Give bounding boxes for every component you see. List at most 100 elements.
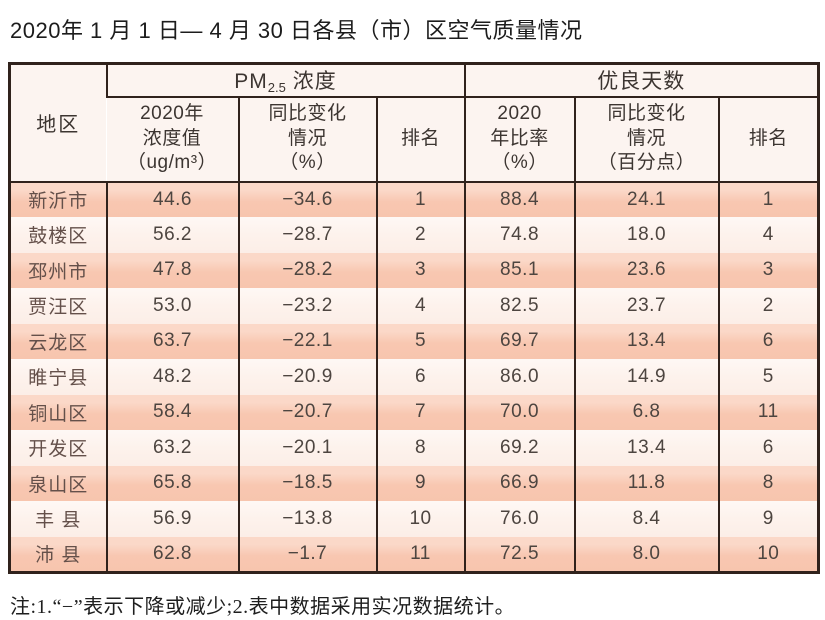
- col-header-rate-rank: 排名: [717, 96, 819, 183]
- rate-change-cell: 18.0: [573, 217, 719, 253]
- pm-rank-cell: 6: [375, 359, 465, 395]
- table-row: 沛 县 62.8 −1.7 11 72.5 8.0 10: [9, 536, 819, 572]
- pm-value-cell: 48.2: [105, 359, 239, 395]
- pm-rank-cell: 1: [375, 181, 465, 217]
- pm-rank-cell: 10: [375, 501, 465, 537]
- region-cell: 鼓楼区: [9, 217, 107, 253]
- pm-rank-cell: 2: [375, 217, 465, 253]
- rate-rank-cell: 9: [717, 501, 819, 537]
- rate-change-cell: 6.8: [573, 394, 719, 430]
- pm-value-cell: 62.8: [105, 536, 239, 572]
- pm-change-cell: −18.5: [237, 465, 377, 501]
- rate-change-cell: 8.0: [573, 536, 719, 572]
- rate-rank-cell: 6: [717, 430, 819, 466]
- rate-rank-cell: 1: [717, 181, 819, 217]
- pm-rank-cell: 7: [375, 394, 465, 430]
- rate-change-cell: 8.4: [573, 501, 719, 537]
- table-row: 贾汪区 53.0 −23.2 4 82.5 23.7 2: [9, 288, 819, 324]
- pm25-subscript: 2.5: [267, 80, 286, 96]
- rate-cell: 85.1: [463, 252, 575, 288]
- col-header-rate: 2020 年比率 （%）: [463, 96, 575, 183]
- pm-rank-cell: 11: [375, 536, 465, 572]
- region-cell: 邳州市: [9, 252, 107, 288]
- rate-cell: 66.9: [463, 465, 575, 501]
- table-row: 云龙区 63.7 −22.1 5 69.7 13.4 6: [9, 323, 819, 359]
- rate-change-cell: 14.9: [573, 359, 719, 395]
- pm-rank-cell: 9: [375, 465, 465, 501]
- pm-change-cell: −20.9: [237, 359, 377, 395]
- pm-change-cell: −1.7: [237, 536, 377, 572]
- pm25-prefix: PM: [234, 70, 268, 94]
- rate-change-cell: 23.6: [573, 252, 719, 288]
- region-cell: 沛 县: [9, 536, 107, 572]
- col-header-pm-rank: 排名: [375, 96, 465, 183]
- pm-value-cell: 53.0: [105, 288, 239, 324]
- pm25-suffix: 浓度: [285, 70, 337, 94]
- table-row: 泉山区 65.8 −18.5 9 66.9 11.8 8: [9, 465, 819, 501]
- col-header-region: 地区: [9, 63, 107, 183]
- pm-change-cell: −20.7: [237, 394, 377, 430]
- pm-value-cell: 65.8: [105, 465, 239, 501]
- rate-rank-cell: 10: [717, 536, 819, 572]
- table-row: 开发区 63.2 −20.1 8 69.2 13.4 6: [9, 430, 819, 466]
- col-header-pm-value: 2020年 浓度值 （ug/m³）: [106, 96, 239, 183]
- region-cell: 贾汪区: [9, 288, 107, 324]
- table-row: 丰 县 56.9 −13.8 10 76.0 8.4 9: [9, 501, 819, 537]
- pm-value-cell: 44.6: [105, 181, 239, 217]
- region-cell: 丰 县: [9, 501, 107, 537]
- table-row: 睢宁县 48.2 −20.9 6 86.0 14.9 5: [9, 359, 819, 395]
- rate-change-cell: 13.4: [573, 323, 719, 359]
- rate-change-cell: 13.4: [573, 430, 719, 466]
- rate-cell: 70.0: [463, 394, 575, 430]
- pm-change-cell: −22.1: [237, 323, 377, 359]
- pm-value-cell: 47.8: [105, 252, 239, 288]
- pm-rank-cell: 3: [375, 252, 465, 288]
- rate-rank-cell: 11: [717, 394, 819, 430]
- table-row: 鼓楼区 56.2 −28.7 2 74.8 18.0 4: [9, 217, 819, 253]
- air-quality-table: 地区 PM2.5 浓度 优良天数 2020年 浓度值 （ug/m³） 同比变化 …: [8, 62, 821, 574]
- rate-rank-cell: 4: [717, 217, 819, 253]
- pm-change-cell: −13.8: [237, 501, 377, 537]
- rate-rank-cell: 2: [717, 288, 819, 324]
- table-row: 邳州市 47.8 −28.2 3 85.1 23.6 3: [9, 252, 819, 288]
- rate-change-cell: 23.7: [573, 288, 719, 324]
- table-row: 铜山区 58.4 −20.7 7 70.0 6.8 11: [9, 394, 819, 430]
- rate-rank-cell: 3: [717, 252, 819, 288]
- region-cell: 开发区: [9, 430, 107, 466]
- pm-value-cell: 63.7: [105, 323, 239, 359]
- rate-cell: 69.7: [463, 323, 575, 359]
- table-row: 新沂市 44.6 −34.6 1 88.4 24.1 1: [9, 181, 819, 217]
- col-group-pm25: PM2.5 浓度: [105, 63, 465, 98]
- pm-value-cell: 63.2: [105, 430, 239, 466]
- region-cell: 睢宁县: [9, 359, 107, 395]
- pm-rank-cell: 8: [375, 430, 465, 466]
- header-sub-row: 2020年 浓度值 （ug/m³） 同比变化 情况 （%） 排名 2020 年比…: [10, 96, 819, 183]
- rate-rank-cell: 6: [717, 323, 819, 359]
- rate-cell: 69.2: [463, 430, 575, 466]
- rate-cell: 82.5: [463, 288, 575, 324]
- pm-change-cell: −34.6: [237, 181, 377, 217]
- rate-cell: 72.5: [463, 536, 575, 572]
- region-cell: 铜山区: [9, 394, 107, 430]
- pm-rank-cell: 4: [375, 288, 465, 324]
- rate-cell: 76.0: [463, 501, 575, 537]
- pm-change-cell: −28.7: [237, 217, 377, 253]
- rate-cell: 88.4: [463, 181, 575, 217]
- pm-value-cell: 56.2: [105, 217, 239, 253]
- page-title: 2020年 1 月 1 日— 4 月 30 日各县（市）区空气质量情况: [10, 18, 583, 43]
- rate-change-cell: 11.8: [573, 465, 719, 501]
- col-header-rate-change: 同比变化 情况 （百分点）: [573, 96, 719, 183]
- col-header-pm-change: 同比变化 情况 （%）: [237, 96, 377, 183]
- pm-change-cell: −20.1: [237, 430, 377, 466]
- pm-value-cell: 58.4: [105, 394, 239, 430]
- region-cell: 新沂市: [9, 181, 107, 217]
- rate-rank-cell: 8: [717, 465, 819, 501]
- region-cell: 云龙区: [9, 323, 107, 359]
- rate-rank-cell: 5: [717, 359, 819, 395]
- pm-change-cell: −28.2: [237, 252, 377, 288]
- pm-rank-cell: 5: [375, 323, 465, 359]
- footnote: 注:1.“−”表示下降或减少;2.表中数据采用实况数据统计。: [10, 596, 516, 618]
- rate-cell: 74.8: [463, 217, 575, 253]
- pm-change-cell: −23.2: [237, 288, 377, 324]
